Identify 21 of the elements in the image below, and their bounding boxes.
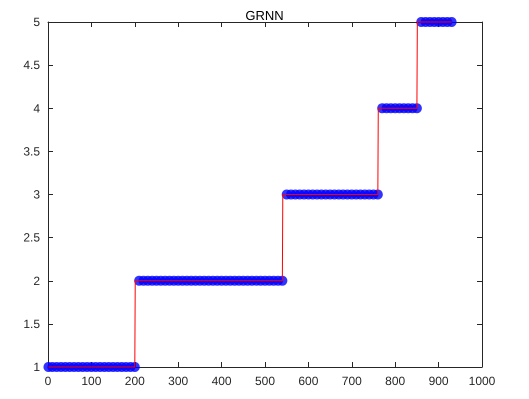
x-tick-label: 200 [124,374,146,388]
y-tick-label: 2.5 [23,230,40,245]
y-tick-label: 3 [33,188,40,202]
y-tick-label: 5 [33,15,40,29]
x-tick-label: 900 [428,374,449,388]
y-tick-label: 3.5 [23,144,40,158]
y-tick-label: 1.5 [23,316,40,331]
y-tick-label: 4.5 [23,58,40,72]
x-tick-label: 700 [342,374,362,388]
x-tick-label: 600 [298,374,319,388]
x-tick-label: 0 [44,374,52,388]
x-tick-label: 500 [254,374,276,388]
y-tick-label: 2 [33,274,40,288]
y-tick-label: 4 [33,101,40,116]
y-tick-label: 1 [33,360,40,374]
chart-title: GRNN [245,8,284,23]
x-tick-label: 800 [385,374,406,388]
x-tick-label: 1000 [468,374,496,388]
x-tick-label: 300 [168,374,189,388]
x-tick-label: 100 [81,374,102,388]
x-tick-label: 400 [212,374,232,388]
